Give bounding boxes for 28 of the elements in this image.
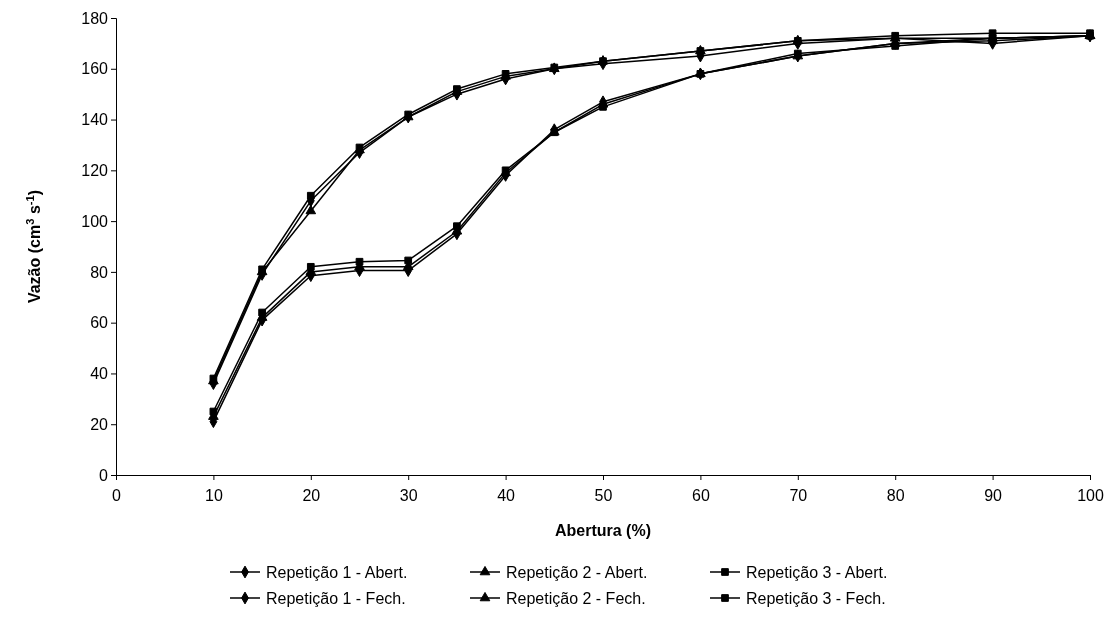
y-tick-label: 0	[99, 466, 109, 484]
x-tick-label: 0	[112, 486, 122, 504]
x-tick-label: 70	[789, 486, 808, 504]
y-tick-label: 180	[81, 9, 109, 27]
legend-label: Repetição 3 - Abert.	[746, 563, 888, 581]
y-tick-label: 160	[81, 60, 109, 78]
legend-label: Repetição 1 - Fech.	[266, 589, 406, 607]
y-tick-label: 80	[90, 263, 109, 281]
y-tick-label: 20	[90, 415, 109, 433]
x-tick-label: 90	[984, 486, 1003, 504]
y-tick-label: 60	[90, 314, 109, 332]
x-tick-label: 30	[399, 486, 418, 504]
y-tick-label: 100	[81, 212, 109, 230]
x-tick-label: 50	[594, 486, 613, 504]
y-tick-label: 40	[90, 365, 109, 383]
legend-label: Repetição 2 - Fech.	[506, 589, 646, 607]
x-tick-label: 10	[205, 486, 223, 504]
legend-label: Repetição 1 - Abert.	[266, 563, 408, 581]
x-tick-label: 40	[497, 486, 516, 504]
x-axis-title: Abertura (%)	[554, 522, 652, 539]
legend-label: Repetição 3 - Fech.	[746, 589, 886, 607]
y-tick-label: 140	[81, 111, 109, 129]
y-tick-label: 120	[81, 161, 109, 179]
x-tick-label: 80	[886, 486, 905, 504]
x-tick-label: 20	[302, 486, 321, 504]
legend-label: Repetição 2 - Abert.	[506, 563, 648, 581]
x-tick-label: 60	[692, 486, 710, 504]
x-tick-label: 100	[1077, 486, 1104, 504]
